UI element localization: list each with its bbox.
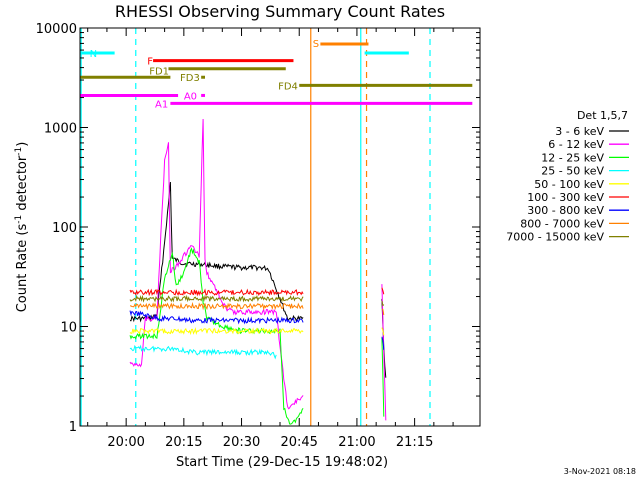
series-line-0 (129, 181, 387, 378)
flag-label-n: N (90, 49, 97, 60)
series-line-6 (129, 310, 385, 350)
legend-label-2: 12 - 25 keV (541, 151, 604, 164)
series-line-7 (130, 301, 385, 316)
legend-label-8: 7000 - 15000 keV (506, 231, 604, 244)
series-line-1 (129, 118, 387, 421)
series-line-3 (129, 344, 277, 360)
x-tick-label-2: 20:30 (223, 435, 260, 450)
flag-label-fd1: FD1 (149, 67, 169, 78)
y-axis-label-sup2: -1 (14, 147, 24, 156)
legend-label-6: 300 - 800 keV (527, 204, 604, 217)
y-axis-label-sup1: -1 (14, 215, 24, 224)
legend-label-0: 3 - 6 keV (555, 125, 604, 138)
flag-label-f: F (147, 57, 153, 68)
flag-label-fd3: FD3 (180, 73, 200, 84)
series-line-8 (129, 294, 385, 307)
flag-label-fd4: FD4 (278, 81, 298, 92)
x-tick-label-4: 21:00 (338, 435, 375, 450)
series-line-2 (129, 247, 385, 425)
flag-label-s: S (313, 39, 319, 50)
legend-label-4: 50 - 100 keV (534, 178, 604, 191)
y-axis-label: Count Rate (s-1 detector-1) (14, 142, 30, 313)
chart-title: RHESSI Observing Summary Count Rates (115, 2, 445, 21)
series-line-5 (129, 287, 385, 297)
x-tick-label-1: 20:15 (165, 435, 202, 450)
series-lines (129, 118, 387, 425)
legend-label-5: 100 - 300 keV (527, 191, 604, 204)
flag-label-a1: A1 (155, 99, 168, 110)
y-axis-label-end: ) (15, 142, 30, 147)
flag-label-a0: A0 (184, 91, 197, 102)
x-axis-label: Start Time (29-Dec-15 19:48:02) (176, 455, 388, 470)
vertical-markers (80, 28, 431, 426)
legend-title: Det 1,5,7 (577, 109, 628, 122)
timestamp: 3-Nov-2021 08:18 (564, 467, 636, 476)
axis-ticks: 20:00 20:15 20:30 20:45 21:00 21:15 1 10 100 1000… (36, 22, 480, 450)
y-tick-label-4: 10000 (36, 22, 77, 37)
x-tick-label-5: 21:15 (396, 435, 433, 450)
y-tick-label-0: 1 (69, 420, 77, 435)
y-axis-label-mid: detector (15, 155, 30, 215)
series-line-4 (129, 327, 385, 336)
y-tick-label-1: 10 (60, 321, 77, 336)
y-tick-label-2: 100 (52, 221, 77, 236)
legend-label-3: 25 - 50 keV (541, 165, 604, 178)
legend-label-7: 800 - 7000 keV (520, 217, 604, 230)
legend-label-1: 6 - 12 keV (548, 138, 604, 151)
y-axis-label-main: Count Rate (s (15, 224, 30, 313)
x-tick-label-3: 20:45 (280, 435, 317, 450)
x-tick-label-0: 20:00 (107, 435, 144, 450)
y-tick-label-3: 1000 (44, 122, 77, 137)
